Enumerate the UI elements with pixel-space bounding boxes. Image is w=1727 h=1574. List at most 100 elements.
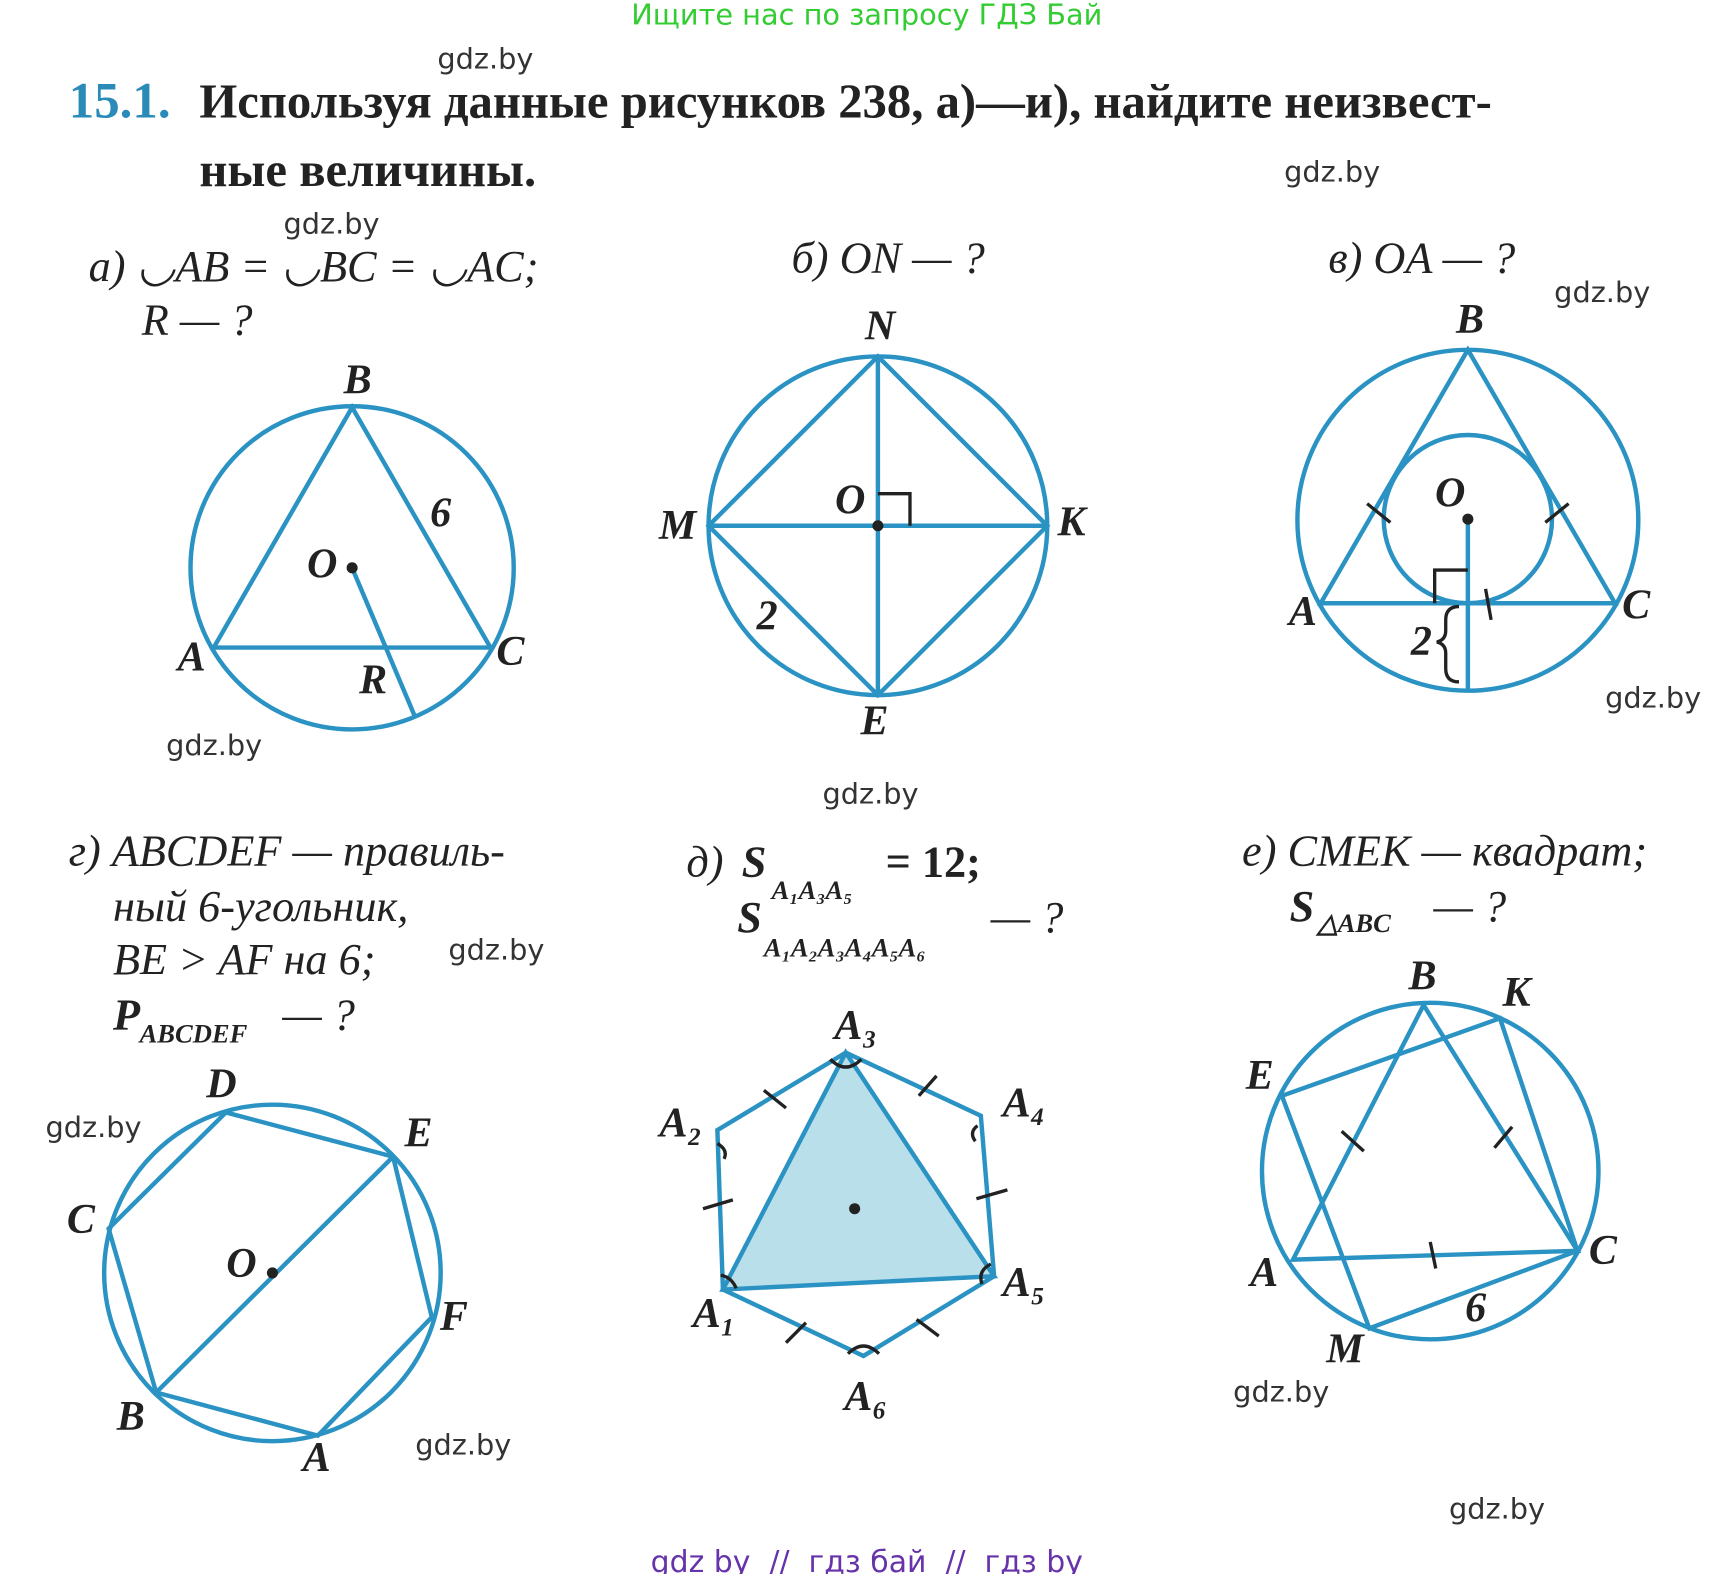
watermark: gdz.by <box>823 777 919 811</box>
segment <box>1493 1125 1514 1149</box>
caption: — ? <box>990 893 1064 942</box>
caption: S <box>1290 882 1315 931</box>
caption: P <box>112 990 141 1039</box>
watermark: gdz.by <box>415 1427 511 1461</box>
figure-label: C <box>496 629 525 675</box>
footer-links[interactable]: gdz by // гдз бай // гдз by <box>651 1545 1083 1574</box>
caption: S <box>737 893 762 942</box>
figure-label: B <box>1407 953 1436 999</box>
watermark: gdz.by <box>437 42 533 76</box>
segment <box>917 1074 938 1097</box>
segment <box>1483 588 1493 621</box>
figure-label: E <box>860 699 889 745</box>
segment <box>762 1088 788 1110</box>
caption: е) CMEK — квадрат; <box>1242 827 1647 876</box>
angle-mark <box>877 492 912 526</box>
angle-mark <box>1432 568 1468 604</box>
caption: S <box>742 838 767 887</box>
figure-label: E <box>1245 1053 1274 1099</box>
figure-label: B <box>116 1394 145 1440</box>
figure-label: 6 <box>1465 1285 1487 1331</box>
circle-shape <box>1462 513 1474 525</box>
polygon-shape <box>209 402 495 650</box>
figure-label: C <box>1589 1228 1618 1274</box>
caption: BE > AF на 6; <box>113 935 375 984</box>
figure-label: A <box>175 634 206 680</box>
mark-arc <box>829 1058 863 1069</box>
top-link[interactable]: Ищите нас по запросу ГДЗ Бай <box>631 0 1102 31</box>
mark-arc <box>1436 604 1460 684</box>
circle-shape <box>872 520 884 532</box>
figure-label: A <box>300 1435 331 1481</box>
segment <box>915 1318 940 1338</box>
segment <box>1366 502 1392 524</box>
mark-arc <box>720 1273 738 1290</box>
watermark: gdz.by <box>1233 1374 1329 1408</box>
watermark: gdz.by <box>1554 275 1650 309</box>
circle-shape <box>101 1102 443 1444</box>
watermark: gdz.by <box>448 933 544 967</box>
figure-label: O <box>226 1241 256 1287</box>
circle-shape <box>266 1267 278 1279</box>
figure-label: B <box>1455 297 1484 343</box>
circle-shape <box>849 1203 861 1215</box>
figure-label: A <box>1286 589 1317 635</box>
figure-e: е) CMEK — квадрат; S △ABC — ? B K E A C … <box>1242 827 1647 1373</box>
mark-arc <box>846 1344 881 1355</box>
figure-label: 2 <box>756 594 778 640</box>
segment <box>975 1188 1008 1201</box>
figure-label: A₄ <box>1000 1081 1046 1127</box>
segment <box>702 1198 734 1211</box>
circle-shape <box>346 562 358 574</box>
polygon-shape <box>719 1048 999 1292</box>
figure-label: O <box>1435 471 1465 517</box>
figure-label: R <box>358 658 387 704</box>
circle-shape <box>1259 1000 1601 1342</box>
figure-a: а) ◡AB = ◡BC = ◡AC; R — ? B 6 O A C R <box>89 242 538 732</box>
caption: б) ON — ? <box>792 233 985 282</box>
caption: — ? <box>1433 882 1507 931</box>
polygon-shape <box>1279 1015 1581 1332</box>
watermark: gdz.by <box>1449 1492 1545 1526</box>
figure-label: M <box>1325 1326 1365 1372</box>
watermarks: gdz.by gdz.by gdz.by gdz.by gdz.by gdz.b… <box>46 42 1702 1526</box>
figure-label: A₃ <box>831 1003 877 1049</box>
figure-g: г) ABCDEF — правиль- ный 6-угольник, BE … <box>67 827 505 1481</box>
figure-label: A₆ <box>841 1374 887 1420</box>
subscript: △ABC <box>1315 908 1391 938</box>
figure-label: B <box>343 358 372 404</box>
watermark: gdz.by <box>283 207 379 241</box>
figure-label: O <box>307 541 337 587</box>
figure-label: C <box>1622 582 1651 628</box>
polygon-shape <box>1289 1000 1582 1262</box>
mark-arc <box>716 1141 727 1160</box>
figure-label: A <box>1247 1250 1278 1296</box>
subscript: A₁A₂A₃A₄A₅A₆ <box>762 932 926 962</box>
caption: д) <box>686 838 723 887</box>
problem-text: Используя данные рисунков 238, а)—и), на… <box>199 74 1491 128</box>
subscript: ABCDEF <box>138 1019 248 1049</box>
figure-b: б) ON — ? N O M K 2 E <box>658 233 1089 744</box>
watermark: gdz.by <box>46 1110 142 1144</box>
segment <box>1544 502 1570 524</box>
subscript: A₁A₃A₅ <box>770 875 853 905</box>
figure-label: A₂ <box>657 1100 703 1146</box>
segment <box>350 566 418 719</box>
caption: = 12; <box>886 838 981 887</box>
figure-v: в) OA — ? B O A C 2 <box>1286 233 1651 693</box>
figure-label: M <box>658 503 698 549</box>
figure-label: 2 <box>1410 619 1432 665</box>
figure-label: K <box>1502 970 1534 1016</box>
figure-label: 6 <box>430 491 452 537</box>
segment <box>1428 1241 1438 1269</box>
mark-arc <box>970 1124 979 1143</box>
caption: ный 6-угольник, <box>113 882 408 931</box>
caption: г) ABCDEF — правиль- <box>69 827 505 876</box>
figure-d: д) S A₁A₃A₅ = 12; S A₁A₂A₃A₄A₅A₆ — ? A₃ … <box>657 838 1064 1420</box>
caption: — ? <box>281 990 355 1039</box>
figure-label: E <box>404 1110 433 1156</box>
polygon-shape <box>715 1050 997 1359</box>
